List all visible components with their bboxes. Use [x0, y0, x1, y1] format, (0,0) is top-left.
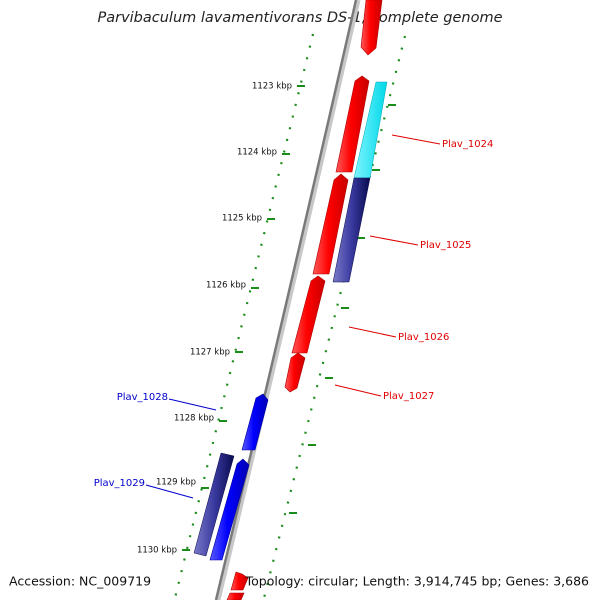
tick-label: 1125 kbp [222, 214, 262, 224]
gene-label-plav-1025[interactable]: Plav_1025 [420, 240, 471, 251]
cds-block-plav-1025[interactable] [332, 177, 371, 283]
gene-arrow-plav-1026[interactable] [291, 275, 326, 354]
forward-genes [226, 0, 383, 600]
gene-arrow[interactable] [230, 571, 249, 591]
label-leader [168, 398, 217, 411]
gene-label-plav-1027[interactable]: Plav_1027 [383, 391, 434, 402]
genome-backbone-shadow [215, 0, 361, 600]
tick-label: 1130 kbp [137, 546, 177, 556]
label-leader [145, 484, 194, 499]
outer-dotted-track [262, 35, 407, 599]
gene-arrow-plav-1028[interactable] [241, 393, 269, 451]
label-leader [334, 384, 382, 397]
gene-label-plav-1028[interactable]: Plav_1028 [117, 392, 168, 403]
gene-labels: Plav_1024 Plav_1025 Plav_1026 Plav_1027 … [94, 134, 493, 499]
tick-label: 1124 kbp [237, 148, 277, 158]
genome-backbone [214, 0, 358, 600]
forward-cds [332, 81, 388, 283]
topology-text: Topology: circular; Length: 3,914,745 bp… [245, 574, 589, 589]
cds-block-plav-1029[interactable] [193, 452, 235, 557]
inner-dotted-track [173, 33, 315, 599]
accession-text: Accession: NC_009719 [9, 574, 151, 589]
tick-label: 1126 kbp [206, 281, 246, 291]
gene-arrow-plav-1025[interactable] [312, 173, 349, 275]
tick-label: 1128 kbp [174, 414, 214, 424]
label-leader [391, 134, 441, 145]
reverse-genes [209, 393, 269, 561]
tick-label: 1129 kbp [156, 478, 196, 488]
gene-label-plav-1024[interactable]: Plav_1024 [442, 139, 493, 150]
gene-arrow[interactable] [360, 0, 383, 56]
gene-arrow-plav-1029[interactable] [209, 458, 250, 561]
tick-group: 1123 kbp 1124 kbp 1125 kbp 1126 kbp 1127… [137, 82, 396, 556]
gene-label-plav-1026[interactable]: Plav_1026 [398, 332, 449, 343]
label-leader [369, 235, 419, 246]
genome-title: Parvibaculum lavamentivorans DS-1, compl… [97, 10, 502, 26]
label-leader [348, 326, 397, 338]
reverse-cds [193, 452, 235, 557]
tick-label: 1123 kbp [252, 82, 292, 92]
gene-arrow-plav-1027[interactable] [284, 352, 306, 393]
gene-arrow[interactable] [226, 592, 245, 600]
gene-label-plav-1029[interactable]: Plav_1029 [94, 478, 145, 489]
tick-label: 1127 kbp [190, 348, 230, 358]
gene-arrow-plav-1024[interactable] [335, 75, 370, 173]
